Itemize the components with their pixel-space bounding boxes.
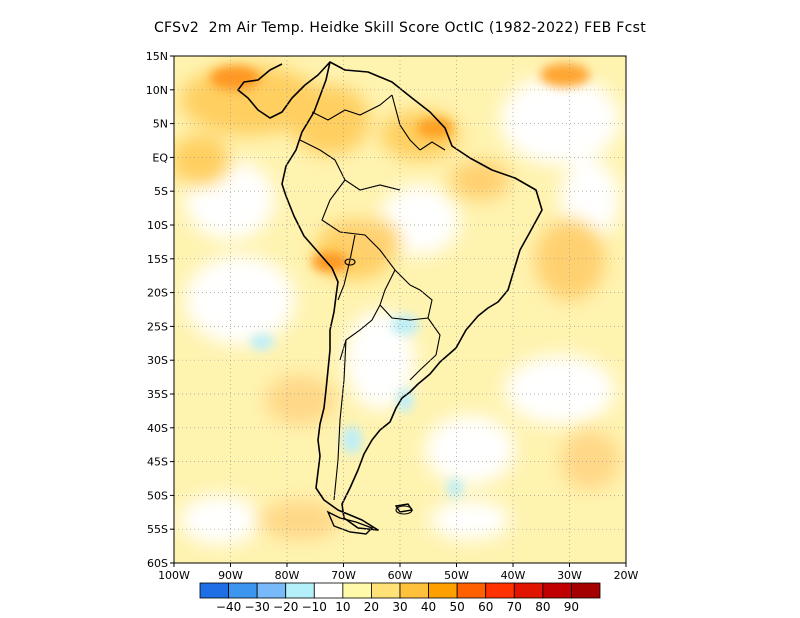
map-title: CFSv2 2m Air Temp. Heidke Skill Score Oc… <box>153 20 647 36</box>
colorbar-label: 70 <box>507 600 522 614</box>
colorbar-label: −40 <box>216 600 241 614</box>
lat-label-15n: 15N <box>146 50 168 63</box>
lat-label-50s: 50S <box>147 489 168 502</box>
lat-label-20s: 20S <box>147 287 168 300</box>
colorbar-label: 80 <box>535 600 550 614</box>
colorbar-swatch <box>371 582 401 599</box>
colorbar-label: −10 <box>302 600 327 614</box>
colorbar-swatch <box>542 582 572 599</box>
colorbar-label: 90 <box>564 600 579 614</box>
colorbar-label: −20 <box>273 600 298 614</box>
lat-label-10s: 10S <box>147 219 168 232</box>
colorbar-swatch <box>342 582 372 599</box>
lon-label-100w: 100W <box>158 569 190 582</box>
lat-label-eq: EQ <box>152 151 168 164</box>
graticule <box>174 56 626 563</box>
country-borders <box>299 94 446 501</box>
colorbar-swatch <box>513 582 544 599</box>
lon-label-90w: 90W <box>218 569 243 582</box>
lon-label-60w: 60W <box>388 569 413 582</box>
lon-label-40w: 40W <box>501 569 526 582</box>
lon-label-20w: 20W <box>614 569 639 582</box>
lat-label-35s: 35S <box>147 388 168 401</box>
lat-label-5n: 5N <box>153 118 168 131</box>
lat-label-15s: 15S <box>147 253 168 266</box>
lat-label-30s: 30S <box>147 354 168 367</box>
colorbar-swatch <box>228 582 258 599</box>
lat-label-60s: 60S <box>147 557 168 570</box>
colorbar-swatch <box>313 582 344 599</box>
colorbar-label: 40 <box>421 600 436 614</box>
colorbar-swatch <box>571 582 601 599</box>
colorbar-label: −30 <box>244 600 269 614</box>
skill-field <box>174 56 626 563</box>
island-outline <box>395 505 413 515</box>
lat-label-40s: 40S <box>147 422 168 435</box>
lon-label-50w: 50W <box>444 569 469 582</box>
coastlines <box>237 61 543 535</box>
colorbar-swatch <box>285 582 315 599</box>
longitude-axis: 100W 90W 80W 70W 60W 50W 40W 30W 20W <box>158 563 639 582</box>
lat-label-5s: 5S <box>154 185 168 198</box>
colorbar-label: 60 <box>478 600 493 614</box>
lon-label-30w: 30W <box>557 569 582 582</box>
colorbar-swatch <box>428 582 458 599</box>
colorbar-swatch <box>199 582 229 599</box>
skill-patches-light <box>180 75 620 545</box>
latitude-axis: 15N 10N 5N EQ 5S 10S 15S 20S 25S 30S 35S 40S 45S 50S 5… <box>146 50 174 570</box>
colorbar-swatch <box>485 582 515 599</box>
lat-label-10n: 10N <box>146 84 168 97</box>
tierra-del-fuego <box>326 510 374 535</box>
colorbar-label: 10 <box>335 600 350 614</box>
lat-label-45s: 45S <box>147 456 168 469</box>
colorbar-label: 50 <box>450 600 465 614</box>
colorbar-swatch <box>399 582 429 599</box>
skill-patches-40-60 <box>210 63 590 272</box>
lon-label-80w: 80W <box>275 569 300 582</box>
colorbar-swatch <box>256 582 287 599</box>
south-america-coastline <box>237 61 543 531</box>
colorbar-label: 20 <box>364 600 379 614</box>
colorbar: −40 −30 −20 −10 10 20 30 40 50 60 70 80 90 <box>199 582 601 614</box>
lat-label-55s: 55S <box>147 523 168 536</box>
colorbar-swatch <box>456 582 487 599</box>
colorbar-label: 30 <box>392 600 407 614</box>
lon-label-70w: 70W <box>331 569 356 582</box>
lat-label-25s: 25S <box>147 320 168 333</box>
